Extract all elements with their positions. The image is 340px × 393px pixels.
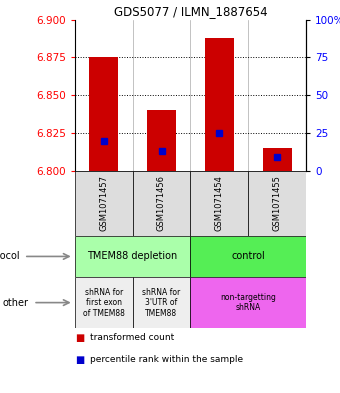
Text: ■: ■ [75,354,84,365]
Text: transformed count: transformed count [90,334,174,342]
Text: protocol: protocol [0,252,19,261]
Bar [190,236,306,277]
Text: non-targetting
shRNA: non-targetting shRNA [220,293,276,312]
Bar [248,171,306,236]
Text: shRNA for
first exon
of TMEM88: shRNA for first exon of TMEM88 [83,288,125,318]
Text: TMEM88 depletion: TMEM88 depletion [87,252,178,261]
Bar [133,277,190,328]
Bar [190,171,248,236]
Bar [190,277,306,328]
Bar [205,38,234,171]
Text: GSM1071455: GSM1071455 [273,175,282,231]
Bar [133,171,190,236]
Bar [75,171,133,236]
Text: GSM1071454: GSM1071454 [215,175,224,231]
Text: shRNA for
3'UTR of
TMEM88: shRNA for 3'UTR of TMEM88 [142,288,181,318]
Bar [75,236,190,277]
Bar [89,57,118,171]
Title: GDS5077 / ILMN_1887654: GDS5077 / ILMN_1887654 [114,6,267,18]
Text: GSM1071457: GSM1071457 [99,175,108,231]
Text: other: other [3,298,29,308]
Bar [262,148,291,171]
Bar [147,110,176,171]
Bar [75,277,133,328]
Text: ■: ■ [75,333,84,343]
Text: percentile rank within the sample: percentile rank within the sample [90,355,243,364]
Text: GSM1071456: GSM1071456 [157,175,166,231]
Text: control: control [231,252,265,261]
